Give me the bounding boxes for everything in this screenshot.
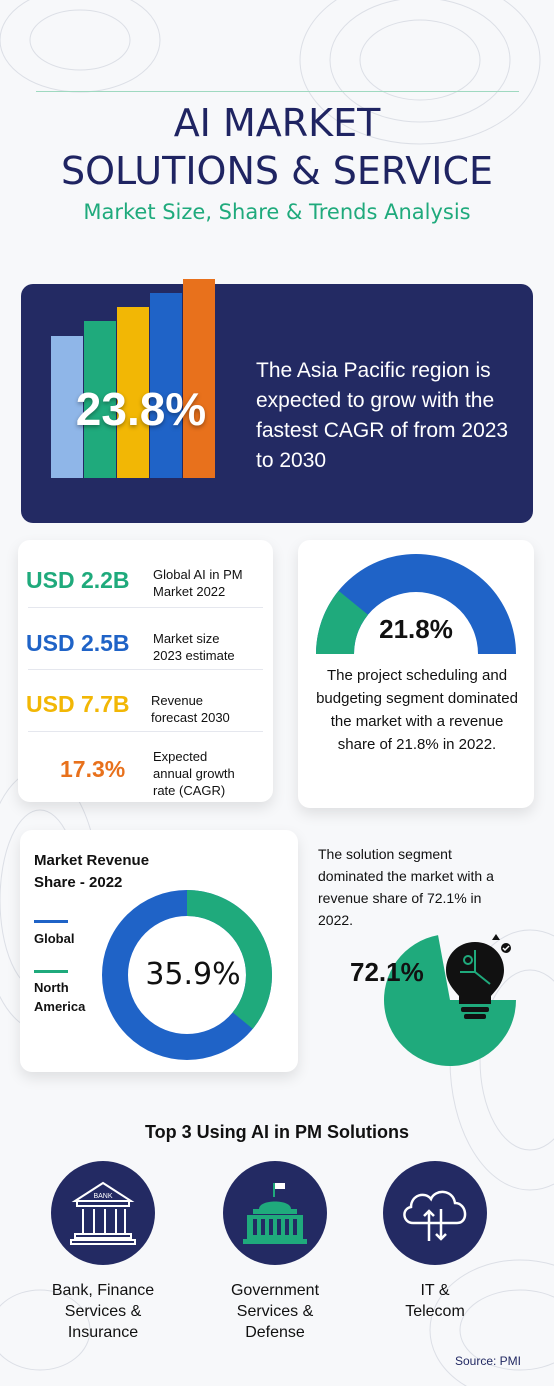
solution-description: The solution segment dominated the marke… [318,846,494,928]
revenue-share-card: Market Revenue Share - 2022 Global North … [20,830,298,1072]
asia-pacific-banner: 23.8% The Asia Pacific region is expecte… [21,279,533,523]
gauge-percent: 21.8% [379,614,453,644]
top3-title: Top 3 Using AI in PM Solutions [145,1122,409,1142]
top-divider [36,91,519,92]
bar-1 [51,336,83,478]
category-label-bank: Bank, Finance Services & Insurance [51,1282,155,1341]
legend-label-global: Global [34,931,75,946]
solution-share-slice [384,935,516,1066]
stat-label: Global AI in PM Market 2022 [153,567,243,599]
lightbulb-puzzle-icon [446,934,511,1019]
bar-4 [150,293,182,478]
stat-label: Expected annual growth rate (CAGR) [153,749,235,798]
source-note: Source: PMI [454,1354,521,1368]
gauge-description: The project scheduling and budgeting seg… [316,667,518,753]
page-title-line1: AI MARKET [173,101,381,145]
stat-value: 17.3% [60,756,126,782]
banner-percent: 23.8% [75,383,207,435]
gauge-rest-arc [316,554,516,654]
banner-text: The Asia Pacific region is expected to g… [256,359,509,472]
stat-row: USD 2.5B Market size 2023 estimate [18,612,273,670]
segment-gauge-card: 21.8% The project scheduling and budgeti… [298,540,534,808]
stat-row: USD 7.7B Revenue forecast 2030 [18,674,273,732]
government-building-icon [223,1161,327,1265]
stat-value: USD 2.5B [26,630,130,656]
legend-swatch-global [34,920,68,923]
category-label-it: IT & Telecom [405,1282,465,1320]
bar-2 [84,321,116,478]
stat-value: USD 2.2B [26,567,130,593]
page-title-line2: SOLUTIONS & SERVICE [61,149,493,193]
stat-label: Market size 2023 estimate [153,631,235,663]
stat-row: USD 2.2B Global AI in PM Market 2022 [18,550,273,608]
donut-share-arc [102,890,272,1060]
legend-label-north-america: North America [34,980,86,1014]
stats-card: USD 2.2B Global AI in PM Market 2022 USD … [18,540,273,802]
cloud-transfer-icon [383,1161,487,1265]
solution-percent: 72.1% [350,957,424,987]
segment-gauge [316,554,516,654]
stat-value: USD 7.7B [26,691,130,717]
donut-percent: 35.9% [145,957,241,992]
donut-title: Market Revenue Share - 2022 [34,852,150,891]
category-label-government: Government Services & Defense [230,1282,320,1341]
page-subtitle: Market Size, Share & Trends Analysis [83,200,471,224]
bank-icon: BANK [51,1161,155,1265]
bar-3 [117,307,149,478]
stat-label: Revenue forecast 2030 [151,693,230,725]
bar-5 [183,279,215,478]
bank-icon-text: BANK [93,1193,112,1200]
legend-swatch-north-america [34,970,68,973]
gauge-share-arc [316,590,368,654]
stat-row: 17.3% Expected annual growth rate (CAGR) [18,736,273,802]
solution-pie [384,935,516,1066]
revenue-donut [102,890,272,1060]
